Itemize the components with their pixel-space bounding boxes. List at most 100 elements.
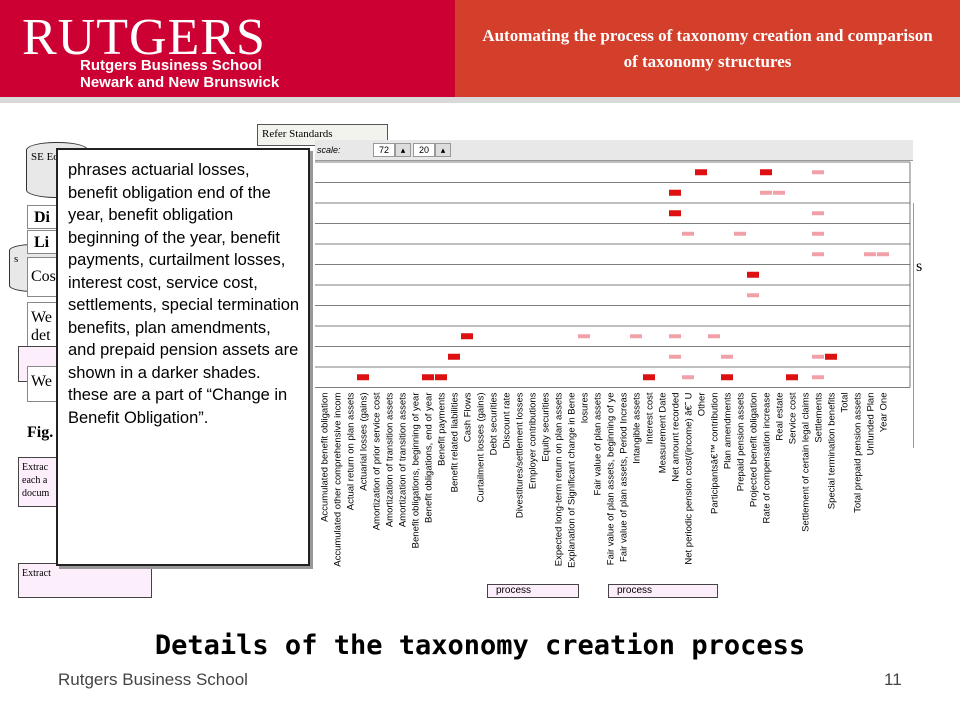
process-box-left: process [487,584,579,598]
heatmap-tick-label: Expected long-term return on plan assets [554,392,565,566]
heatmap-tick-label: Benefit payments [437,392,448,466]
scale-field-1[interactable]: 72 [373,143,395,157]
logo-line-2: Newark and New Brunswick [80,74,280,91]
document-fragment-2: Li [27,230,59,254]
heatmap-cell [812,375,824,380]
heatmap-cell [682,375,694,380]
callout-text: phrases actuarial losses, benefit obliga… [68,161,300,427]
heatmap-cell [669,210,681,217]
heatmap-cell [760,190,772,195]
heatmap-tick-label: Interest cost [645,392,656,444]
heatmap-tick-label: Service cost [788,392,799,444]
heatmap-tick-label: Projected benefit obligation [749,393,760,508]
heatmap-tick-label: Amortization of transition assets [385,392,396,527]
heatmap-tick-label: Cash Flows [463,392,474,442]
scale-toolbar: scale: 72 ▴ 20 ▴ [315,140,913,161]
scale-label: scale: [317,145,341,155]
extract-box-1: Extrac each a docum [18,457,60,507]
heatmap-tick-label: Divestitures/settlement losses [515,392,526,518]
heatmap-cell [448,353,460,360]
header-banner: RUTGERS Rutgers Business School Newark a… [0,0,960,97]
heatmap-cell [435,374,447,381]
heatmap-tick-label: Benefit related liabilities [450,392,461,492]
heatmap-cell [630,334,642,339]
heatmap-tick-label: Employer contributions [528,392,539,489]
heatmap-tick-label: Amortization of prior service cost [372,392,383,530]
heatmap-cell [812,170,824,175]
heatmap-cell [695,169,707,176]
heatmap-tick-label: Curtailment losses (gains) [476,393,487,503]
heatmap-cell [461,333,473,340]
heatmap-cell [682,231,694,236]
heatmap-cell [812,211,824,216]
document-fragment-5: We [27,366,59,402]
callout-note: phrases actuarial losses, benefit obliga… [56,148,310,566]
heatmap-cell [357,374,369,381]
heatmap-tick-label: Explanation of Significant change in Ben… [567,393,578,568]
heatmap-cell [669,189,681,196]
heatmap-tick-label: Actual return on plan assets [346,392,357,510]
heatmap-tick-label: Actuarial losses (gains) [359,393,370,491]
heatmap-cell [786,374,798,381]
heatmap-cell [578,334,590,339]
heatmap-tick-label: Net amount recorded [671,393,682,482]
heatmap-cell [669,334,681,339]
heatmap-cell [825,353,837,360]
heatmap-tick-label: Fair value of plan assets, Period Increa… [619,392,630,562]
scale-field-2[interactable]: 20 [413,143,435,157]
heatmap-cell [773,190,785,195]
right-fragment-text: s [916,258,923,275]
heatmap-tick-label: Settlement of certain legal claims [801,392,812,532]
heatmap-tick-label: Rate of compensation increase [762,393,773,524]
heatmap-tick-label: Net periodic pension cost/(income) â€˜ U [684,392,695,564]
scale-stepper-1[interactable]: ▴ [395,143,411,157]
document-fragment-3: Cos [27,257,59,297]
extract-box-2: Extract [18,563,152,598]
heatmap-cell [721,374,733,381]
heatmap-svg: Accumulated benefit obligation Accumulate… [315,161,911,568]
heatmap-cell [734,231,746,236]
heatmap-tick-label: Benefit obligations, end of year [424,393,435,523]
heatmap-tick-label: Plan amendments [723,392,734,469]
heatmap-tick-label: Debt securities [489,392,500,455]
heatmap-cell [747,293,759,298]
heatmap-tick-label: Fair value of plan assets [593,392,604,495]
heatmap-cell [812,231,824,236]
taxonomy-heatmap: Accumulated benefit obligation Accumulate… [315,140,913,588]
rutgers-logo: RUTGERS [22,9,266,66]
heatmap-tick-label: Amortization of transition assets [398,392,409,527]
header-divider [0,97,960,103]
heatmap-tick-label: Benefit obligations, beginning of year [411,393,422,549]
document-fragment-1: Di [27,205,59,229]
heatmap-tick-label: Special termination benefits [827,392,838,509]
heatmap-tick-label: Total prepaid pension assets [853,392,864,513]
heatmap-tick-label: Accumulated benefit obligation [320,393,331,522]
heatmap-cell [643,374,655,381]
process-box-right: process [608,584,718,598]
footer-school-name: Rutgers Business School [58,670,248,689]
heatmap-cell [812,354,824,359]
heatmap-tick-label: Year One [879,393,890,433]
heatmap-tick-label: Accumulated other comprehensive incom [333,392,344,566]
heatmap-tick-label: Fair value of plan assets, beginning of … [606,393,617,566]
document-fragment-4: We det [27,302,59,352]
heatmap-tick-label: Total [840,393,851,413]
heatmap-tick-label: Intangible assets [632,392,643,464]
heatmap-cell [864,252,876,257]
heatmap-cell [760,169,772,176]
heatmap-tick-label: Equity securities [541,392,552,461]
heatmap-tick-label: Discount rate [502,393,513,449]
slide-header-title: Automating the process of taxonomy creat… [482,25,933,71]
heatmap-cell [877,252,889,257]
scale-stepper-2[interactable]: ▴ [435,143,451,157]
heatmap-tick-label: Prepaid pension assets [736,392,747,491]
heatmap-tick-label: Real estate [775,393,786,441]
heatmap-cell [747,271,759,278]
heatmap-tick-label: Settlements [814,392,825,442]
heatmap-tick-label: losures [580,392,591,423]
heatmap-tick-label: Other [697,393,708,417]
heatmap-cell [812,252,824,257]
heatmap-cell [708,334,720,339]
heatmap-tick-label: Unfunded Plan [866,393,877,456]
right-document-fragment: s [913,203,929,448]
